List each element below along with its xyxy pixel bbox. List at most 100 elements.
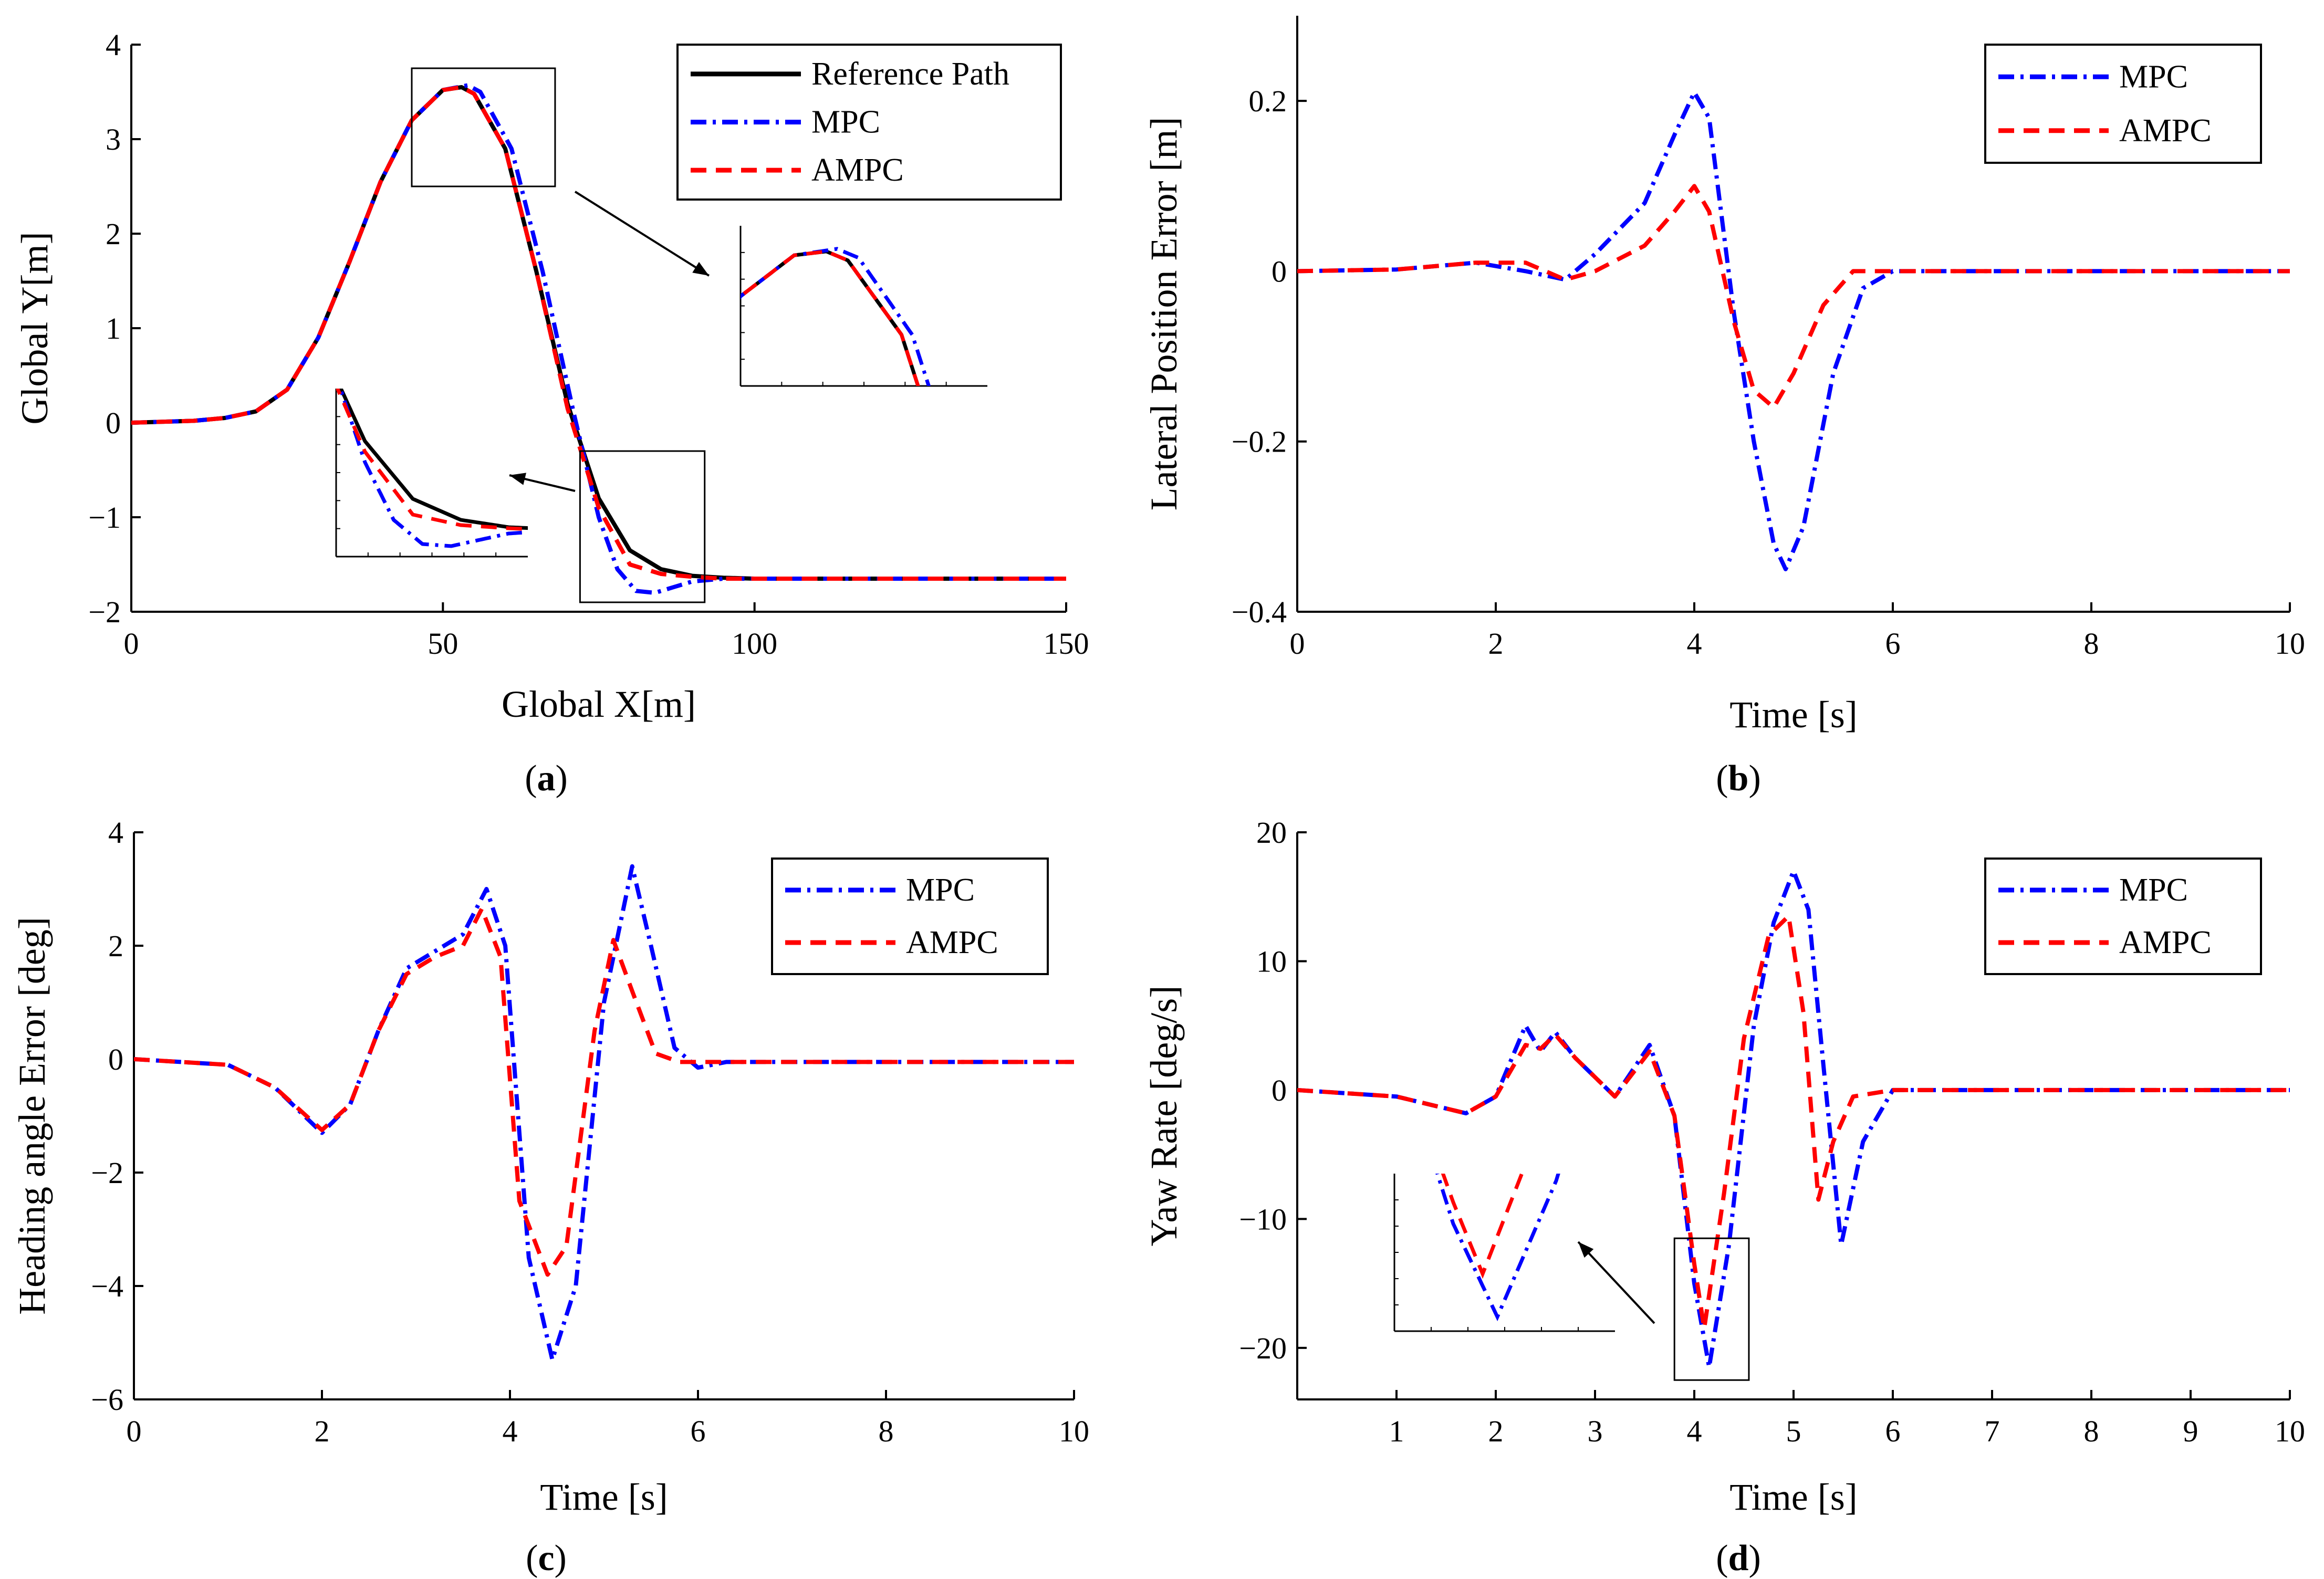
y-tick-label: −2 [91, 1156, 123, 1190]
x-tick-label: 4 [1687, 626, 1702, 661]
y-axis-label: Global Y[m] [14, 232, 56, 424]
y-tick-label: 2 [106, 217, 121, 251]
caption-text: (d) [1716, 1538, 1761, 1578]
y-tick-label: 0.2 [1249, 84, 1287, 118]
legend-label: AMPC [906, 925, 998, 960]
series-line-mpc [1297, 90, 2290, 571]
y-tick-label: 0 [106, 406, 121, 440]
series-line-mpc [131, 83, 1066, 595]
inset-a-peak [574, 191, 987, 387]
legend: MPC AMPC [771, 858, 1049, 975]
inset-a-overshoot [335, 389, 576, 558]
legend-box [676, 44, 1062, 201]
zoom-box [1673, 1237, 1750, 1381]
legend: Reference Path MPC AMPC [676, 44, 1062, 201]
y-tick-label: 0 [108, 1042, 123, 1076]
x-tick-label: 6 [1885, 1414, 1901, 1448]
legend-label: AMPC [2119, 925, 2212, 960]
inset-series-reference-path [339, 389, 528, 530]
inset-d-peak [1393, 1174, 1655, 1332]
y-tick-label: −0.2 [1232, 425, 1287, 459]
x-tick-label: 7 [1985, 1414, 2000, 1448]
y-tick-label: 1 [106, 311, 121, 346]
y-tick-label: 20 [1256, 815, 1287, 850]
y-tick-label: −6 [91, 1383, 123, 1417]
caption-text: (c) [526, 1538, 567, 1578]
inset-arrow [574, 191, 710, 277]
x-axis-label: Time [s] [1729, 694, 1857, 736]
y-tick-label: −4 [91, 1269, 123, 1303]
x-tick-label: 2 [315, 1414, 330, 1448]
inset-arrowhead [692, 262, 709, 276]
x-axis-label: Time [s] [540, 1476, 668, 1518]
inset-series-ampc [741, 249, 920, 386]
series-line-ampc [134, 906, 1074, 1277]
y-tick-label: −0.4 [1232, 595, 1287, 629]
x-tick-label: 10 [2275, 1414, 2305, 1448]
inset-arrowhead [1578, 1242, 1594, 1258]
inset-series-mpc [338, 389, 528, 548]
x-tick-label: 3 [1588, 1414, 1603, 1448]
y-tick-label: 2 [108, 929, 123, 963]
legend-label: MPC [811, 104, 880, 140]
y-axis-label: Yaw Rate [deg/s] [1143, 986, 1185, 1247]
x-tick-label: 10 [2275, 626, 2305, 661]
series-line-ampc [1297, 914, 2290, 1331]
legend-label: AMPC [811, 152, 904, 188]
y-tick-label: −2 [88, 595, 121, 629]
caption-text: (b) [1716, 758, 1761, 799]
x-tick-label: 8 [2084, 1414, 2099, 1448]
x-tick-label: 5 [1786, 1414, 1801, 1448]
legend-label: Reference Path [811, 56, 1009, 92]
zoom-box [411, 67, 556, 187]
legend-label: AMPC [2119, 113, 2212, 149]
chart-panel-a: 0 50 100 150 4 3 2 1 0 −1 −2 Global X[m] Global Y[m]… [14, 28, 1089, 799]
x-tick-label: 100 [732, 626, 777, 661]
y-tick-label: 0 [1272, 1073, 1287, 1107]
panel-caption: (d) [1716, 1538, 1761, 1578]
inset-series-ampc [336, 389, 528, 531]
y-tick-label: −20 [1239, 1331, 1287, 1365]
x-tick-label: 1 [1389, 1414, 1404, 1448]
x-tick-label: 9 [2183, 1414, 2198, 1448]
legend-label: MPC [2119, 872, 2188, 908]
chart-panel-d: 1 2 3 4 5 6 7 8 9 10 20 10 0 −10 −20 Time [s] Yaw Rate [… [1143, 815, 2305, 1578]
inset-arrowhead [509, 473, 526, 485]
x-tick-label: 50 [428, 626, 458, 661]
series-line-mpc [134, 864, 1074, 1362]
chart-panel-b: 0 2 4 6 8 10 0.2 0 −0.2 −0.4 Time [s] Lateral Posit… [1143, 16, 2305, 799]
x-tick-label: 2 [1488, 1414, 1504, 1448]
y-tick-label: 3 [106, 122, 121, 156]
y-axis-label: Heading angle Error [deg] [11, 917, 53, 1315]
panel-caption: (c) [526, 1538, 567, 1578]
y-tick-label: 0 [1272, 254, 1287, 288]
x-tick-label: 6 [691, 1414, 706, 1448]
legend: MPC AMPC [1984, 858, 2262, 975]
legend: MPC AMPC [1984, 44, 2262, 164]
y-tick-label: 4 [106, 28, 121, 62]
x-axis-label: Time [s] [1729, 1476, 1857, 1518]
legend-box [1984, 858, 2262, 975]
y-tick-label: −10 [1239, 1202, 1287, 1236]
legend-label: MPC [906, 872, 975, 908]
series-line-ampc [131, 85, 1066, 581]
inset-series-mpc [741, 247, 931, 386]
x-tick-label: 8 [879, 1414, 894, 1448]
panel-caption: (b) [1716, 758, 1761, 799]
x-tick-label: 150 [1044, 626, 1089, 661]
x-tick-label: 8 [2084, 626, 2099, 661]
x-tick-label: 6 [1885, 626, 1901, 661]
caption-text: (a) [525, 758, 568, 799]
series-line-mpc [1297, 869, 2290, 1369]
x-tick-label: 2 [1488, 626, 1504, 661]
series-line-ampc [1297, 184, 2290, 410]
x-axis-label: Global X[m] [502, 683, 696, 725]
y-tick-label: −1 [88, 500, 121, 535]
chart-panel-c: 0 2 4 6 8 10 4 2 0 −2 −4 −6 Time [s] Heading angle Er… [11, 815, 1089, 1578]
x-tick-label: 4 [503, 1414, 518, 1448]
inset-series-mpc [1435, 1174, 1560, 1322]
x-tick-label: 4 [1687, 1414, 1702, 1448]
x-tick-label: 0 [124, 626, 139, 661]
inset-series-reference-path [741, 249, 920, 386]
